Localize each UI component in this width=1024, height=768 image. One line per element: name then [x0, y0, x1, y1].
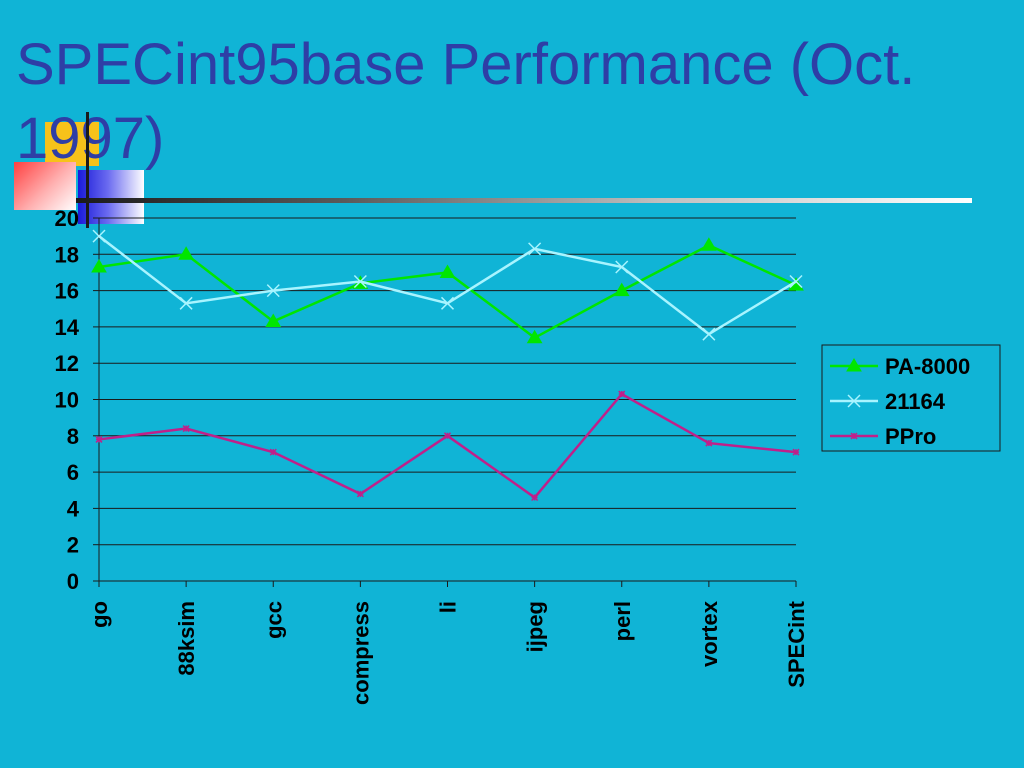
series-lines: [91, 229, 804, 502]
data-point: [92, 229, 106, 243]
gridlines: [99, 217, 796, 546]
data-point: [179, 296, 193, 310]
y-tick-label: 2: [67, 533, 79, 558]
decorative-blue-square: [78, 170, 144, 224]
axes: 0 2 4 6 8 10 12 14 16 18 20 go 88ksim gcc compress li ij…: [55, 206, 809, 705]
data-point: [95, 435, 103, 443]
y-tick-label: 18: [55, 242, 79, 267]
y-tick-label: 12: [55, 351, 79, 376]
x-tick-label: li: [436, 601, 461, 613]
data-point: [356, 490, 364, 498]
legend-label: PA-8000: [885, 354, 970, 379]
data-point: [439, 264, 456, 278]
legend-box: [821, 344, 1001, 452]
y-tick-label: 20: [55, 206, 79, 231]
data-point: [353, 274, 367, 289]
decorative-title-rule: [76, 198, 972, 203]
data-point: [792, 448, 800, 456]
series-0: [91, 237, 804, 344]
legend-label: 21164: [885, 389, 946, 414]
data-point: [705, 439, 713, 447]
y-tick-label: 16: [55, 279, 79, 304]
series-2: [95, 390, 800, 502]
legend-marker: [846, 358, 862, 372]
series-line: [98, 392, 797, 500]
series-1: [92, 229, 803, 341]
decorative-red-square: [14, 162, 76, 210]
x-tick-label: ijpeg: [523, 601, 548, 652]
x-tick-label: vortex: [697, 600, 722, 667]
legend: PA-8000 21164 PPro: [821, 344, 1001, 452]
data-point: [266, 284, 280, 298]
series-line: [98, 243, 797, 340]
x-tick-label: perl: [610, 601, 635, 641]
slide-title: SPECint95base Performance (Oct. 1997): [16, 32, 916, 171]
decorative-vertical-rule: [86, 112, 89, 228]
data-point: [613, 282, 630, 297]
data-point: [443, 432, 452, 440]
legend-entry: PPro: [830, 424, 936, 449]
data-point: [182, 425, 190, 433]
legend-marker: [847, 394, 861, 408]
y-tick-label: 14: [55, 315, 80, 340]
legend-entry: 21164: [830, 389, 946, 414]
x-tick-label: 88ksim: [174, 601, 199, 676]
data-point: [702, 327, 716, 341]
data-point: [178, 246, 194, 260]
x-tick-label: SPECint: [784, 600, 809, 687]
data-point: [440, 296, 455, 310]
series-line: [98, 235, 797, 336]
data-point: [789, 274, 803, 289]
y-tick-label: 8: [67, 424, 79, 449]
y-tick-label: 10: [55, 388, 79, 413]
y-tick-label: 0: [67, 569, 79, 594]
legend-marker: [850, 432, 858, 440]
x-tick-label: gcc: [261, 601, 286, 639]
data-point: [531, 493, 539, 502]
y-tick-label: 4: [67, 496, 80, 521]
decorative-yellow-square: [45, 122, 99, 166]
data-point: [269, 448, 277, 456]
data-point: [526, 329, 543, 344]
y-tick-label: 6: [67, 460, 79, 485]
legend-label: PPro: [885, 424, 936, 449]
x-tick-label: go: [87, 601, 112, 628]
data-point: [91, 259, 107, 273]
legend-entry: PA-8000: [830, 354, 970, 379]
data-point: [265, 313, 282, 327]
data-point: [528, 242, 542, 256]
data-point: [618, 390, 626, 398]
data-point: [701, 237, 717, 251]
data-point: [615, 260, 629, 274]
x-tick-label: compress: [348, 601, 373, 705]
